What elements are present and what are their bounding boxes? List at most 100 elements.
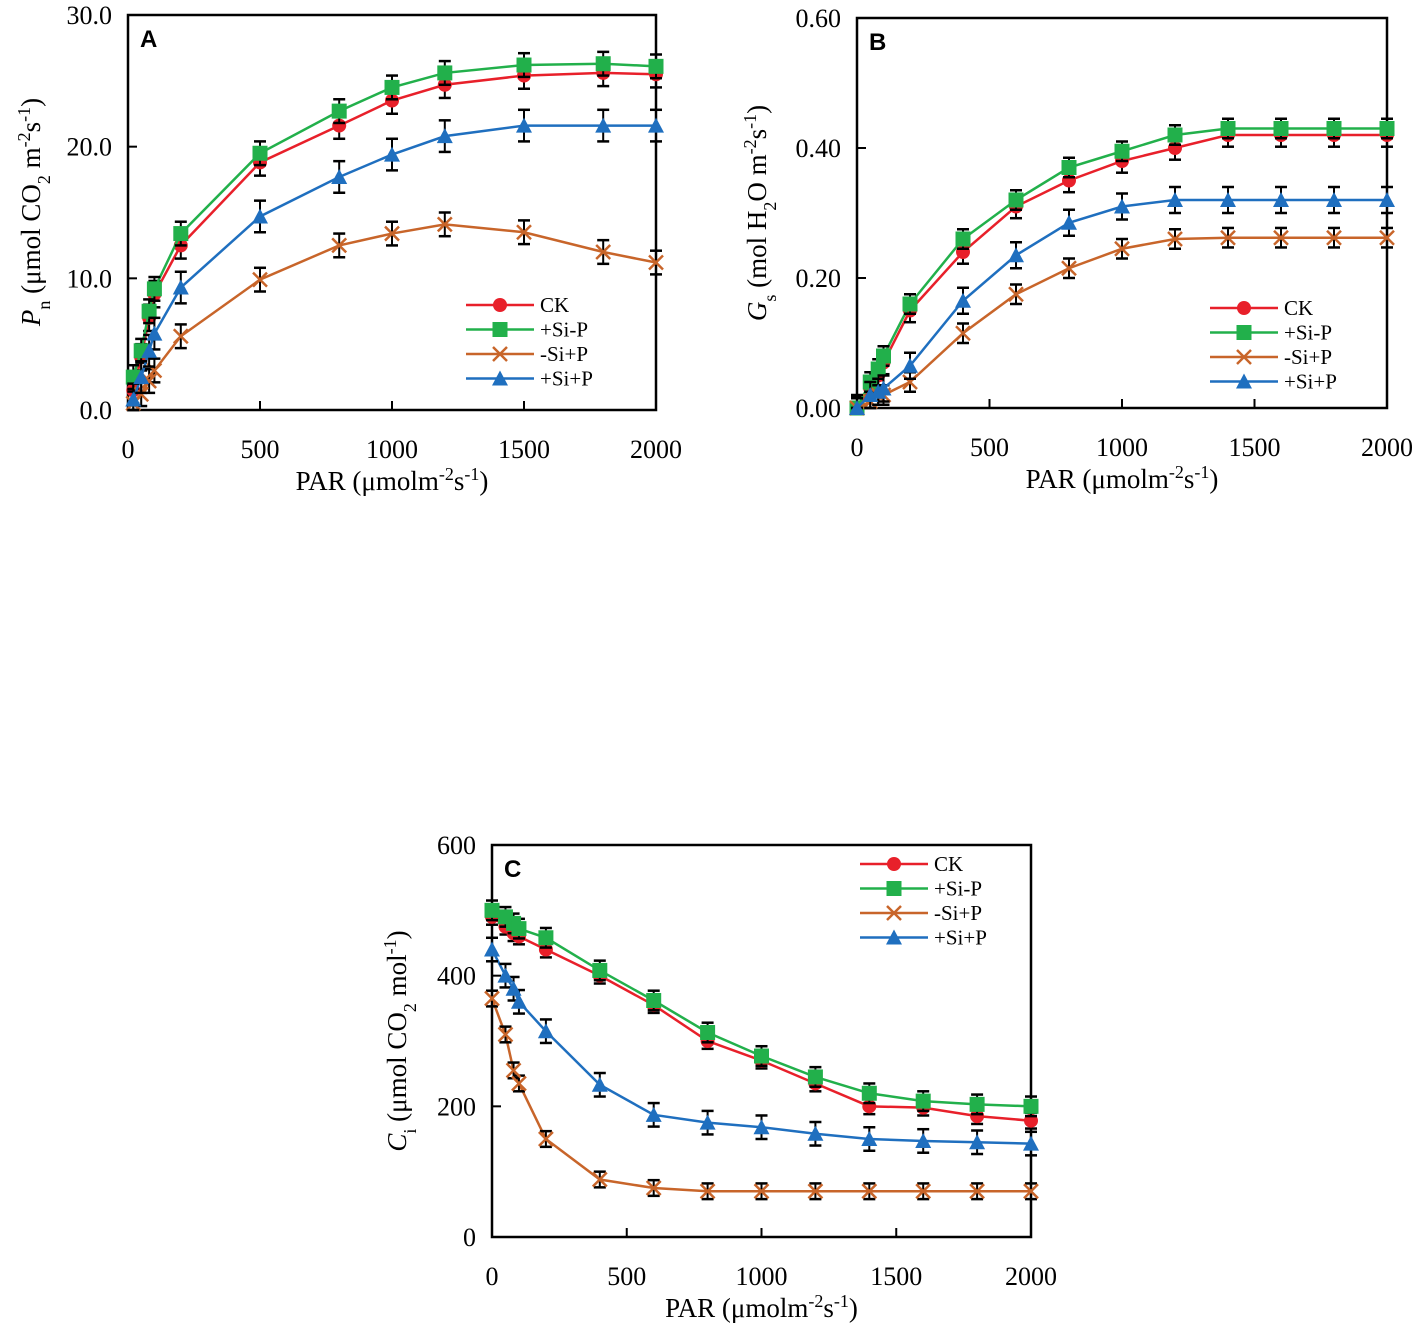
data-point [173,226,189,242]
panel-label: A [140,26,157,53]
data-point [754,1048,769,1064]
x-tick-label: 1500 [498,435,550,464]
legend-marker [1236,373,1252,389]
data-point [870,361,886,377]
data-point [331,168,348,184]
x-tick-label: 500 [607,1262,646,1291]
label-part: s [742,129,772,140]
x-marker-stroke [484,990,500,1007]
series-+Si+P [849,185,1395,415]
x-tick-label: 0 [486,1262,499,1291]
data-point [955,325,971,342]
label-part: -1 [834,1291,849,1311]
data-point [1220,192,1236,207]
label-part: mol [382,954,412,1003]
data-point [1023,1135,1039,1151]
data-point [1114,240,1130,257]
data-point [591,1076,608,1092]
data-point [969,1096,985,1112]
data-point [538,942,553,957]
legend-item: -Si+P [1210,345,1332,369]
x-tick-label: 2000 [1361,433,1413,462]
x-tick-label: 1000 [1096,433,1148,462]
data-point [915,1093,931,1109]
legend-label: +Si+P [934,926,987,950]
legend-item: CK [1210,296,1313,320]
x-marker-stroke [648,254,664,271]
legend-item: +Si-P [1210,321,1332,345]
data-point [645,1180,662,1196]
data-point [511,1075,527,1092]
x-marker-stroke [595,244,612,260]
data-point [516,224,532,241]
data-point [592,962,608,978]
panel-label: B [869,29,886,56]
data-point [516,117,532,133]
legend-marker [1236,325,1252,340]
x-marker-stroke [1379,229,1395,246]
data-point [955,231,971,247]
data-point [915,1183,932,1200]
data-point [902,296,918,312]
legend-marker [492,346,508,362]
x-tick-label: 1000 [366,435,418,464]
legend-item: +Si+P [466,367,593,391]
data-point [1379,121,1395,136]
data-point [141,303,157,319]
x-marker-stroke [436,216,453,233]
data-point [497,967,514,983]
data-point [252,271,268,288]
x-marker-stroke [252,271,268,288]
chart-panel-C: 0 200 400 600 0 500 1000 1500 2000 C PAR (μmolm-2s… [380,831,1057,1323]
x-marker-stroke [497,1026,514,1043]
label-part: -1 [1194,462,1209,482]
y-tick-label: 20.0 [67,133,113,162]
data-point [331,103,347,119]
panel-label: C [504,856,521,883]
series-+Si-P [849,117,1395,416]
label-part: s [760,295,780,302]
y-tick-label: 0.00 [796,394,842,423]
x-marker-stroke [538,1131,554,1147]
y-tick-label: 600 [437,831,476,860]
legend-label: -Si+P [1284,345,1332,369]
data-point [436,216,453,233]
label-part: (mol H [742,211,772,295]
x-tick-label: 2000 [1005,1262,1057,1291]
x-marker-stroke [699,1183,716,1200]
label-part: PAR (μmolm [1026,464,1169,494]
x-tick-label: 0 [851,433,864,462]
data-point [969,1183,985,1200]
legend-label: +Si-P [934,877,982,901]
label-part: -2 [439,464,454,484]
data-point [1008,192,1024,208]
data-point [1114,198,1130,214]
x-marker-stroke [1220,229,1236,246]
x-tick-label: 1500 [1229,433,1281,462]
legend-item: +Si-P [860,877,982,901]
data-point [538,1131,554,1147]
label-part: s [16,122,46,133]
legend: CK+Si-P-Si+P+Si+P [860,852,987,950]
legend-item: -Si+P [466,342,588,366]
legend-item: CK [860,852,963,876]
legend-marker [886,905,902,921]
data-point [902,357,918,373]
legend-marker [492,322,508,337]
data-point [861,1131,878,1146]
x-tick-label: 0 [122,435,135,464]
x-marker-stroke [902,374,918,390]
data-point [849,400,865,415]
x-marker-stroke [591,1171,608,1188]
data-point [1379,229,1395,246]
series-+Si+P [484,936,1039,1157]
x-tick-label: 500 [970,433,1009,462]
data-point [385,93,399,108]
data-point [648,254,664,271]
x-marker-stroke [1273,229,1289,246]
label-part: -1 [380,939,400,954]
series-line [490,998,1031,1193]
data-point [969,1134,986,1150]
data-point [172,328,189,345]
data-point [591,1171,608,1188]
